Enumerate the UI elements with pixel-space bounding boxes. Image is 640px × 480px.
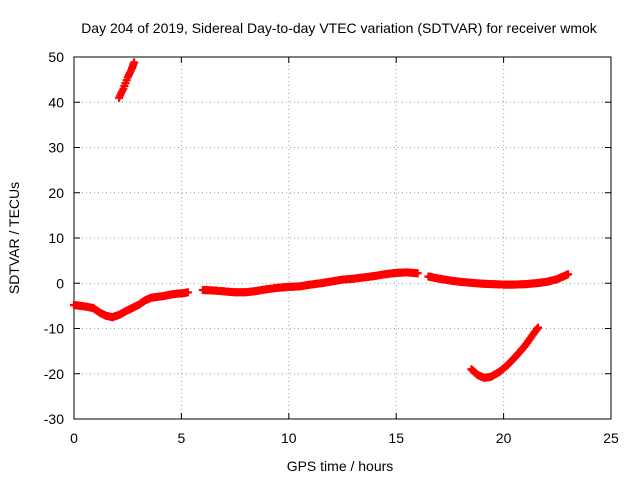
y-tick-label: 20 [48,185,64,201]
x-tick-label: 25 [603,430,619,446]
y-tick-label: 50 [48,49,64,65]
y-tick-label: 40 [48,94,64,110]
data-point [183,288,192,297]
y-axis-label: SDTVAR / TECUs [6,182,22,294]
x-tick-labels: 0 5 10 15 20 25 [70,430,619,446]
x-tick-label: 0 [70,430,78,446]
data-points [70,58,573,382]
y-tick-label: -20 [44,366,64,382]
axis-ticks [73,56,612,420]
chart-title: Day 204 of 2019, Sidereal Day-to-day VTE… [81,20,598,36]
x-tick-label: 15 [388,430,404,446]
x-tick-label: 5 [178,430,186,446]
data-point [130,58,139,67]
y-tick-label: -30 [44,411,64,427]
y-tick-label: 0 [56,275,64,291]
x-tick-label: 20 [496,430,512,446]
data-point [533,323,542,332]
data-point [564,270,573,279]
x-axis-label: GPS time / hours [287,458,394,474]
y-tick-labels: -30 -20 -10 0 10 20 30 40 50 [44,49,64,427]
data-point [413,269,422,278]
y-tick-label: -10 [44,321,64,337]
y-tick-label: 30 [48,140,64,156]
x-tick-label: 10 [281,430,297,446]
grid-lines [74,57,611,419]
y-tick-label: 10 [48,230,64,246]
